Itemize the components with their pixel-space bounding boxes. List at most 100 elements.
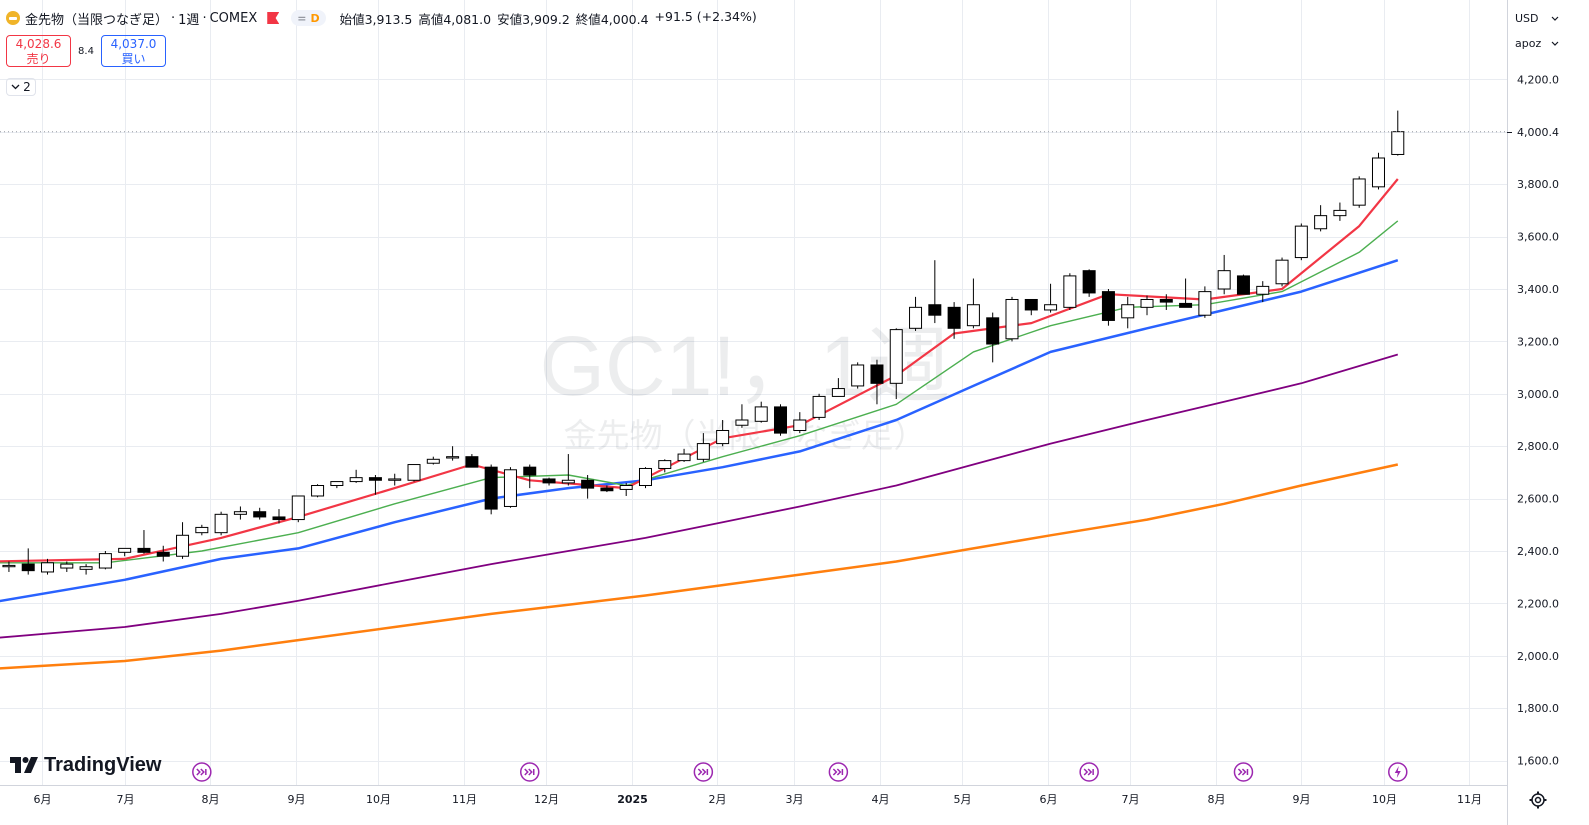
- candle: [137, 530, 151, 554]
- candle-body: [503, 469, 517, 507]
- sell-button[interactable]: 4,028.6 売り: [6, 35, 71, 67]
- candle-body: [947, 306, 961, 329]
- data-status-pill[interactable]: = D: [291, 10, 326, 26]
- settings-gear-icon[interactable]: [1527, 789, 1549, 811]
- exchange-label: COMEX: [209, 10, 258, 26]
- candle: [407, 464, 421, 482]
- price-tick-label: 2,600.0: [1517, 493, 1559, 506]
- candle: [658, 459, 672, 473]
- sell-label: 売り: [26, 52, 51, 66]
- rollover-event-icon[interactable]: [519, 762, 540, 782]
- rollover-event-icon[interactable]: [1233, 762, 1254, 782]
- candle-body: [41, 562, 55, 573]
- price-axis[interactable]: 4,200.0 3,800.0 3,600.0 3,400.0 3,200.0 3,000…: [1517, 73, 1559, 767]
- currency-selector[interactable]: USD: [1511, 7, 1563, 29]
- candle: [986, 312, 1000, 363]
- candle-body: [1082, 270, 1096, 294]
- time-tick-label: 11月: [1457, 793, 1482, 806]
- price-tick-label: 3,000.0: [1517, 388, 1559, 401]
- candle: [735, 404, 749, 428]
- candle-body: [118, 547, 132, 553]
- tradingview-logo[interactable]: TradingView: [10, 753, 161, 777]
- candle: [195, 524, 209, 536]
- candle: [966, 278, 980, 329]
- ohlc-values: 始値3,913.5 高値4,081.0 安値3,909.2 終値4,000.4 …: [340, 9, 757, 28]
- low-value: 安値3,909.2: [497, 11, 570, 27]
- buy-button[interactable]: 4,037.0 買い: [101, 35, 166, 67]
- indicator-count: 2: [23, 80, 31, 94]
- candle-body: [1294, 225, 1308, 259]
- separator-dot: ·: [171, 10, 176, 26]
- candle: [484, 464, 498, 515]
- candles: [2, 110, 1405, 575]
- candle: [311, 484, 325, 498]
- candle-body: [446, 456, 460, 459]
- candle: [21, 548, 35, 575]
- candle-body: [677, 453, 691, 462]
- time-tick-label: 8月: [1208, 793, 1226, 806]
- chevron-down-icon: [11, 84, 20, 90]
- candle: [214, 511, 228, 536]
- candle: [889, 328, 903, 400]
- candle: [349, 469, 363, 483]
- candle: [272, 509, 286, 524]
- delayed-data-badge: D: [310, 11, 320, 25]
- moving-average-line-ma2: [0, 220, 1399, 564]
- symbol-name[interactable]: 金先物（当限つなぎ足）: [25, 12, 169, 28]
- unit-selector[interactable]: apoz: [1511, 32, 1563, 54]
- time-tick-label: 6月: [34, 793, 52, 806]
- candle-body: [774, 406, 788, 434]
- candle-body: [1371, 157, 1385, 188]
- candle: [1101, 289, 1115, 326]
- candle: [368, 475, 382, 495]
- candle: [446, 446, 460, 461]
- flag-icon[interactable]: [267, 12, 280, 24]
- candle: [41, 558, 55, 575]
- event-markers[interactable]: [0, 762, 1408, 782]
- candle-body: [388, 478, 402, 481]
- tradingview-mark-icon: [10, 757, 38, 773]
- chevron-down-icon: [1551, 41, 1559, 46]
- candle: [426, 456, 440, 465]
- candle: [1024, 298, 1038, 316]
- candle: [1371, 152, 1385, 190]
- candle: [1236, 274, 1250, 295]
- candle-body: [291, 495, 305, 521]
- candle: [870, 359, 884, 405]
- rollover-event-icon[interactable]: [828, 762, 849, 782]
- candle-body: [1063, 275, 1077, 308]
- time-axis[interactable]: 6月 7月 8月 9月 10月 11月 12月 2025 2月 3月 4月 5月 6月 7月 8月 9月 10月…: [34, 793, 1483, 806]
- price-tick-label: 3,200.0: [1517, 335, 1559, 348]
- candle-body: [735, 419, 749, 426]
- rollover-event-icon[interactable]: [192, 762, 212, 782]
- candle-body: [889, 329, 903, 384]
- candle-body: [233, 511, 247, 515]
- candle: [465, 454, 479, 468]
- candle-body: [137, 547, 151, 553]
- rollover-event-icon[interactable]: [1079, 762, 1099, 782]
- candle-body: [349, 477, 363, 483]
- candle-body: [1391, 131, 1405, 155]
- candle: [1005, 296, 1019, 342]
- candle: [677, 448, 691, 462]
- interval-label[interactable]: 1週: [178, 12, 200, 28]
- candle-body: [600, 487, 614, 492]
- close-value: 終値4,000.4: [575, 11, 649, 27]
- rollover-event-icon[interactable]: [693, 762, 714, 782]
- candle: [233, 506, 247, 520]
- time-tick-label: 6月: [1040, 793, 1058, 806]
- symbol-header: 金先物（当限つなぎ足） · 1週 · COMEX = D 始値3,913.5 高…: [6, 9, 757, 28]
- candle: [774, 404, 788, 436]
- candle: [1333, 202, 1347, 221]
- indicators-toggle-button[interactable]: 2: [6, 78, 36, 96]
- currency-label: USD: [1515, 11, 1539, 25]
- candle-body: [1101, 291, 1115, 321]
- candle: [1391, 110, 1405, 156]
- moving-average-line-ma4: [0, 353, 1399, 639]
- candle: [716, 420, 730, 447]
- lightning-event-icon[interactable]: [1388, 762, 1408, 782]
- time-tick-label: 2月: [709, 793, 727, 806]
- time-tick-label: 9月: [288, 793, 306, 806]
- candle-body: [60, 563, 74, 569]
